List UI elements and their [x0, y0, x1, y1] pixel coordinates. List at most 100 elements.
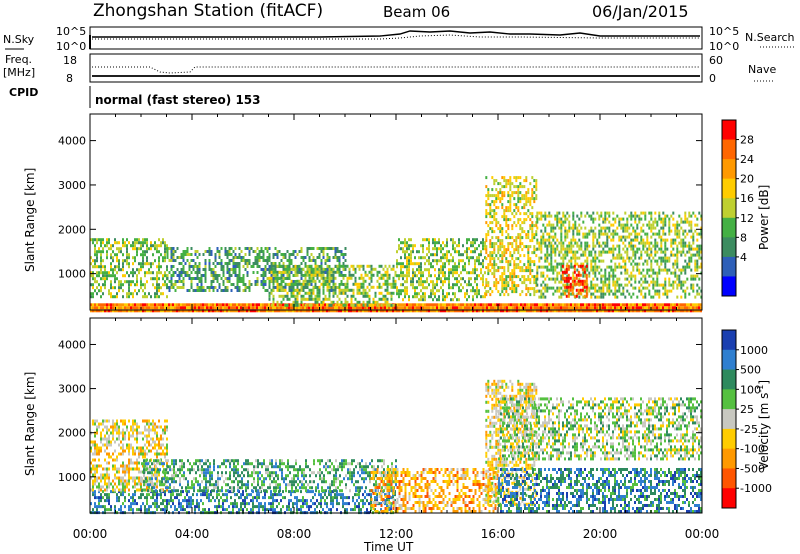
y-tick-label: 4000	[58, 338, 86, 351]
y-tick-label: 4000	[58, 135, 86, 148]
power-ylabel: Slant Range [km]	[23, 168, 37, 272]
colorbar-tick-label: 500	[740, 364, 761, 377]
nave-tick-top: 60	[709, 54, 723, 67]
power-colorbar-label: Power [dB]	[757, 185, 771, 250]
echo-region	[90, 238, 168, 299]
colorbar-swatch	[722, 389, 736, 410]
nsky-right-tick-top: 10^5	[709, 25, 739, 38]
cpid-text: normal (fast stereo) 153	[95, 93, 261, 107]
echo-region	[561, 264, 588, 298]
x-tick-label: 00:00	[73, 527, 108, 541]
velocity-axes: 1000 2000 3000 4000	[58, 318, 703, 513]
colorbar-swatch	[722, 468, 736, 489]
freq-label-1: Freq.	[5, 53, 32, 66]
freq-tick-top: 18	[63, 54, 77, 67]
colorbar-swatch	[722, 369, 736, 390]
velocity-colorbar-label: Velocity [m s-1]	[756, 380, 771, 470]
freq-panel-frame	[89, 53, 703, 83]
velocity-colorbar-unit: [m s	[757, 393, 771, 419]
y-tick-label: 1000	[58, 268, 86, 281]
velocity-echo-layer	[90, 379, 702, 515]
colorbar-tick-label: 1000	[740, 344, 768, 357]
colorbar-tick-label: -100	[740, 443, 765, 456]
nave-trace	[92, 66, 700, 74]
x-tick-label: 08:00	[277, 527, 312, 541]
y-tick-label: 3000	[58, 179, 86, 192]
colorbar-swatch	[722, 237, 736, 258]
echo-region	[90, 303, 702, 313]
colorbar-swatch	[722, 330, 736, 351]
freq-tick-bottom: 8	[66, 72, 73, 85]
nsky-right-tick-bottom: 10^0	[709, 40, 739, 53]
power-colorbar: 28 24 20 16 12 8 4	[721, 119, 754, 297]
power-echo-layer	[90, 176, 703, 313]
colorbar-frame	[721, 119, 737, 297]
velocity-colorbar-title: Velocity	[757, 423, 771, 470]
velocity-ylabel: Slant Range [km]	[23, 372, 37, 476]
colorbar-tick-label: -1000	[740, 482, 772, 495]
colorbar-frame	[721, 329, 737, 509]
colorbar-tick-label: -25	[740, 423, 758, 436]
colorbar-tick-label: 8	[740, 231, 747, 244]
x-tick-label: 12:00	[379, 527, 414, 541]
colorbar-tick-label: 16	[740, 192, 754, 205]
colorbar-tick-label: 20	[740, 173, 754, 186]
echo-region	[536, 211, 703, 299]
nsky-panel-frame	[89, 26, 703, 50]
colorbar-swatch	[722, 178, 736, 199]
station-title: Zhongshan Station (fitACF)	[93, 1, 323, 21]
colorbar-tick-label: 28	[740, 134, 754, 147]
colorbar-tick-label: 25	[740, 403, 754, 416]
x-tick-label: 00:00	[685, 527, 720, 541]
date-title: 06/Jan/2015	[592, 2, 689, 21]
nsky-label: N.Sky	[3, 33, 35, 46]
echo-region	[485, 176, 538, 297]
x-tick-label: 20:00	[583, 527, 618, 541]
time-axis-labels: 00:00 04:00 08:00 12:00 16:00 20:00 00:00	[73, 527, 720, 541]
x-tick-label: 16:00	[481, 527, 516, 541]
colorbar-swatch	[722, 217, 736, 238]
nsky-left-tick-top: 10^5	[56, 25, 86, 38]
colorbar-swatch	[722, 198, 736, 219]
freq-label-2: [MHz]	[3, 66, 35, 79]
nave-label: Nave	[748, 63, 776, 76]
echo-region	[498, 468, 702, 513]
power-axes: 1000 2000 3000 4000	[58, 114, 703, 310]
colorbar-swatch	[722, 276, 736, 297]
colorbar-swatch	[722, 120, 736, 141]
nave-tick-bottom: 0	[709, 72, 716, 85]
echo-region	[396, 238, 486, 302]
nsearch-label: N.Search	[745, 31, 795, 44]
velocity-colorbar-unit-close: ]	[757, 380, 771, 385]
colorbar-swatch	[722, 139, 736, 160]
colorbar-swatch	[722, 428, 736, 450]
y-tick-label: 2000	[58, 427, 86, 440]
echo-region	[268, 264, 397, 307]
y-tick-label: 2000	[58, 223, 86, 236]
beam-title: Beam 06	[383, 3, 450, 21]
colorbar-swatch	[722, 349, 736, 371]
echo-region	[498, 397, 702, 461]
nsearch-trace	[92, 34, 700, 40]
velocity-colorbar: 1000 500 100 25 -25 -100 -500 -1000	[721, 329, 772, 509]
y-tick-label: 3000	[58, 383, 86, 396]
x-tick-label: 04:00	[175, 527, 210, 541]
echo-region	[90, 419, 168, 492]
colorbar-tick-label: -500	[740, 462, 765, 475]
nsky-trace	[92, 30, 700, 38]
colorbar-swatch	[722, 256, 736, 277]
colorbar-swatch	[722, 488, 736, 509]
echo-region	[141, 459, 397, 493]
time-axis-title: Time UT	[363, 540, 414, 554]
echo-region	[370, 468, 499, 513]
y-tick-label: 1000	[58, 471, 86, 484]
velocity-colorbar-unit-exp: -1	[756, 385, 765, 393]
colorbar-tick-label: 24	[740, 153, 754, 166]
colorbar-swatch	[722, 159, 736, 180]
cpid-label: CPID	[9, 86, 38, 99]
colorbar-tick-label: 12	[740, 212, 754, 225]
nsky-left-tick-bottom: 10^0	[56, 40, 86, 53]
colorbar-tick-label: 100	[740, 383, 761, 396]
colorbar-tick-label: 4	[740, 251, 747, 264]
